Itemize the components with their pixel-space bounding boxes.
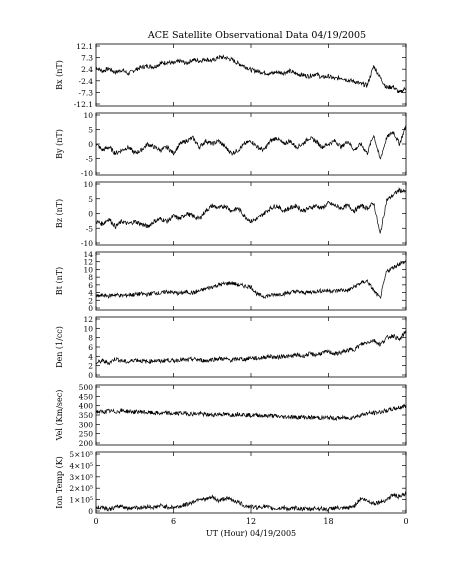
y-tick-label: 10	[83, 324, 93, 333]
x-tick-label: 12	[246, 517, 256, 526]
panel-frame	[95, 43, 407, 107]
y-tick-label: 2×10⁵	[69, 484, 93, 493]
y-tick-label: 450	[79, 392, 94, 401]
y-tick-label: 500	[79, 383, 94, 392]
y-tick-label: -10	[81, 239, 93, 248]
panel-frame	[95, 112, 407, 176]
y-tick-label: 2	[88, 362, 93, 371]
x-tick-label: 6	[171, 517, 176, 526]
y-tick-label: 6	[88, 281, 93, 290]
y-tick-label: 1×10⁵	[69, 496, 93, 505]
y-axis-label: Bz (nT)	[55, 199, 64, 228]
data-trace	[95, 187, 407, 234]
y-tick-label: 300	[79, 420, 94, 429]
panel-frame	[95, 181, 407, 246]
y-tick-label: -7.3	[79, 88, 94, 97]
y-tick-label: 5×10⁵	[69, 450, 93, 459]
data-trace	[95, 125, 407, 160]
panel-frame	[95, 384, 407, 446]
y-axis-label: Bx (nT)	[55, 60, 64, 90]
y-axis-label: Den (1/cc)	[55, 326, 64, 368]
data-trace	[95, 54, 407, 94]
y-axis-label: Vel (Km/sec)	[55, 390, 64, 442]
y-tick-label: 0	[88, 371, 93, 380]
x-tick-label: 0	[93, 517, 98, 526]
y-tick-label: 400	[79, 402, 94, 411]
y-tick-label: 12	[83, 315, 93, 324]
x-tick-label: 0	[403, 517, 408, 526]
y-tick-label: 200	[79, 439, 94, 448]
y-tick-label: 5	[88, 195, 93, 204]
y-tick-label: -10	[81, 169, 93, 178]
y-tick-label: 3×10⁵	[69, 473, 93, 482]
y-tick-label: 2	[88, 296, 93, 305]
panel-frame	[95, 251, 407, 311]
y-tick-label: 0	[88, 507, 93, 516]
y-axis-label: Bt (nT)	[55, 267, 64, 295]
y-tick-label: 8	[88, 273, 93, 282]
y-tick-label: -5	[86, 224, 94, 233]
y-tick-label: 14	[83, 250, 93, 259]
x-axis-label: UT (Hour) 04/19/2005	[206, 529, 296, 538]
y-tick-label: 0	[88, 140, 93, 149]
y-tick-label: 4×10⁵	[69, 461, 93, 470]
y-tick-label: 8	[88, 334, 93, 343]
y-axis-label: Ion Temp (K)	[55, 456, 64, 509]
y-tick-label: 0	[88, 210, 93, 219]
y-tick-label: 0	[88, 304, 93, 313]
y-tick-label: 4	[88, 352, 93, 361]
y-tick-label: 6	[88, 343, 93, 352]
panel-frame	[95, 451, 407, 514]
x-tick-label: 18	[323, 517, 333, 526]
panel-frame	[95, 316, 407, 378]
y-tick-label: -12.1	[74, 100, 93, 109]
y-tick-label: 2.4	[81, 65, 93, 74]
y-tick-label: -5	[86, 155, 94, 164]
data-trace	[95, 491, 407, 513]
y-tick-label: 5	[88, 126, 93, 135]
data-trace	[95, 403, 407, 422]
y-tick-label: -2.4	[79, 77, 94, 86]
y-tick-label: 12.1	[76, 42, 93, 51]
y-tick-label: 350	[79, 411, 94, 420]
y-tick-label: 10	[83, 111, 93, 120]
y-tick-label: 4	[88, 289, 93, 298]
chart-title: ACE Satellite Observational Data 04/19/2…	[147, 30, 366, 41]
y-tick-label: 7.3	[81, 54, 93, 63]
y-tick-label: 12	[83, 258, 93, 267]
y-tick-label: 250	[79, 430, 94, 439]
data-trace	[95, 260, 407, 300]
y-axis-label: By (nT)	[55, 129, 64, 159]
y-tick-label: 10	[83, 265, 93, 274]
y-tick-label: 10	[83, 180, 93, 189]
data-trace	[95, 330, 407, 366]
